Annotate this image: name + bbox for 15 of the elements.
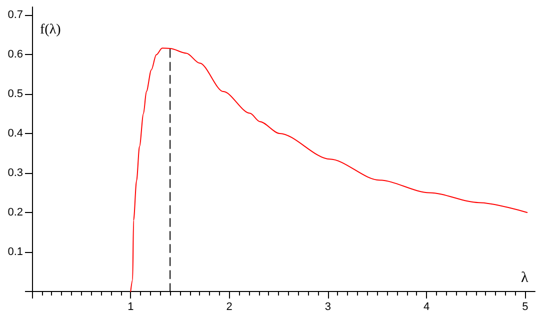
x-axis-title: λ	[521, 270, 529, 286]
x-tick-label: 1	[128, 301, 134, 313]
y-tick-label: 0.4	[8, 127, 23, 140]
line-series	[130, 48, 528, 292]
x-tick-label: 4	[423, 301, 430, 313]
y-tick-label: 0.1	[8, 246, 23, 258]
y-axis-title: f(λ)	[40, 22, 62, 38]
x-tick-label: 3	[324, 301, 331, 313]
y-tick-label: 0.2	[8, 206, 23, 218]
y-tick-label: 0.7	[8, 8, 23, 21]
y-tick-label: 0.6	[8, 48, 23, 60]
x-tick-label: 5	[522, 301, 528, 313]
x-tick-label: 2	[226, 301, 232, 313]
y-tick-label: 0.5	[8, 88, 23, 100]
y-tick-label: 0.3	[8, 166, 23, 179]
